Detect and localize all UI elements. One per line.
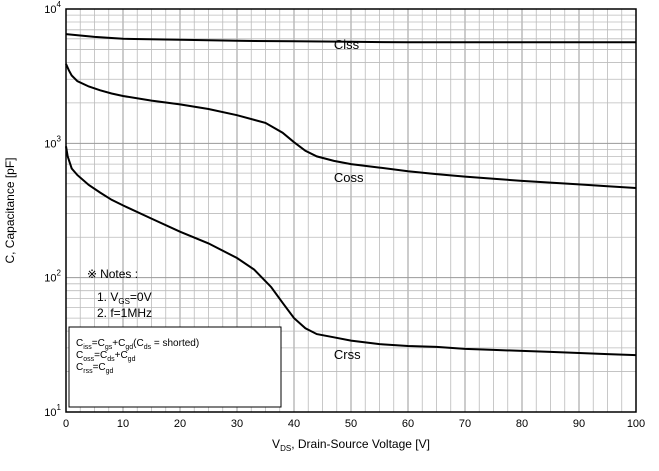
definition-subscript: iss: [83, 344, 92, 351]
definition-text: (C: [133, 338, 144, 349]
definition-text: C: [76, 362, 83, 373]
x-tick-label: 80: [516, 418, 528, 430]
definition-text: =C: [94, 350, 107, 361]
definition-line: Coss=Cds+Cgd: [76, 350, 136, 363]
y-tick-exponent: 1: [57, 403, 62, 412]
note-item-pre: 1. V: [97, 290, 118, 304]
y-tick-base: 10: [44, 138, 56, 150]
x-tick-label: 20: [174, 418, 186, 430]
definition-text: C: [76, 350, 83, 361]
y-tick-label: 103: [44, 134, 61, 150]
definition-subscript: ds: [107, 356, 115, 363]
x-tick-label: 40: [288, 418, 300, 430]
plot-frame: [65, 8, 637, 413]
x-tick-label: 50: [345, 418, 357, 430]
curves: [65, 33, 637, 357]
notes: ※ Notes : 1. VGS=0V 2. f=1MHz: [87, 267, 152, 320]
definition-text: +C: [112, 338, 125, 349]
definition-subscript: ds: [144, 344, 152, 351]
definition-text: =C: [93, 362, 106, 373]
definitions-box: Ciss=Cgs+Cgd(Cds = shorted)Coss=Cds+CgdC…: [68, 326, 282, 408]
definition-subscript: gd: [128, 356, 136, 363]
series-label-ciss: Ciss: [334, 37, 360, 52]
x-axis-label-sub: DS: [280, 444, 291, 453]
definition-line: Crss=Cgd: [76, 362, 114, 375]
y-tick-exponent: 3: [57, 134, 62, 143]
y-tick-label: 101: [44, 403, 61, 419]
y-tick-exponent: 2: [57, 269, 62, 278]
definition-text: +C: [115, 350, 128, 361]
y-tick-base: 10: [44, 4, 56, 16]
x-tick-label: 100: [627, 418, 645, 430]
series-label-crss: Crss: [334, 347, 361, 362]
y-tick-base: 10: [44, 407, 56, 419]
notes-heading: ※ Notes :: [87, 267, 138, 281]
y-tick-label: 104: [44, 0, 61, 16]
note-item-pre: 2. f=1MHz: [97, 306, 152, 320]
definition-text: =C: [92, 338, 105, 349]
series-labels: Ciss Coss Crss: [334, 37, 364, 362]
definitions-box-border: [68, 326, 282, 408]
definitions-lines: Ciss=Cgs+Cgd(Cds = shorted)Coss=Cds+CgdC…: [76, 338, 199, 375]
x-tick-label: 30: [231, 418, 243, 430]
series-label-coss: Coss: [334, 170, 364, 185]
x-axis-label-post: , Drain-Source Voltage [V]: [291, 437, 430, 451]
note-item-post: =0V: [130, 290, 152, 304]
x-axis-label-pre: V: [272, 437, 280, 451]
definition-text: = shorted): [151, 338, 199, 349]
x-tick-label: 0: [63, 418, 69, 430]
definition-subscript: gd: [106, 368, 114, 375]
series-line-coss: [65, 63, 637, 189]
y-tick-label: 102: [44, 269, 61, 285]
notes-heading-text: Notes :: [100, 267, 138, 281]
y-tick-exponent: 4: [57, 0, 62, 9]
x-axis-label: VDS, Drain-Source Voltage [V]: [272, 437, 430, 453]
definition-subscript: oss: [83, 356, 94, 363]
definition-line: Ciss=Cgs+Cgd(Cds = shorted): [76, 338, 199, 351]
x-tick-label: 70: [459, 418, 471, 430]
series-line-ciss: [65, 33, 636, 44]
notes-symbol: ※: [87, 267, 97, 281]
note-item: 2. f=1MHz: [97, 306, 152, 320]
x-tick-label: 10: [117, 418, 129, 430]
note-item: 1. VGS=0V: [97, 290, 152, 306]
x-tick-label: 60: [402, 418, 414, 430]
definition-subscript: gd: [125, 344, 133, 351]
note-item-sub: GS: [118, 297, 130, 306]
y-tick-base: 10: [44, 273, 56, 285]
y-axis-label: C, Capacitance [pF]: [3, 157, 17, 263]
definition-subscript: gs: [105, 344, 113, 351]
x-tick-label: 90: [573, 418, 585, 430]
definition-subscript: rss: [83, 368, 93, 375]
series-line-crss: [65, 146, 637, 357]
definition-text: C: [76, 338, 83, 349]
